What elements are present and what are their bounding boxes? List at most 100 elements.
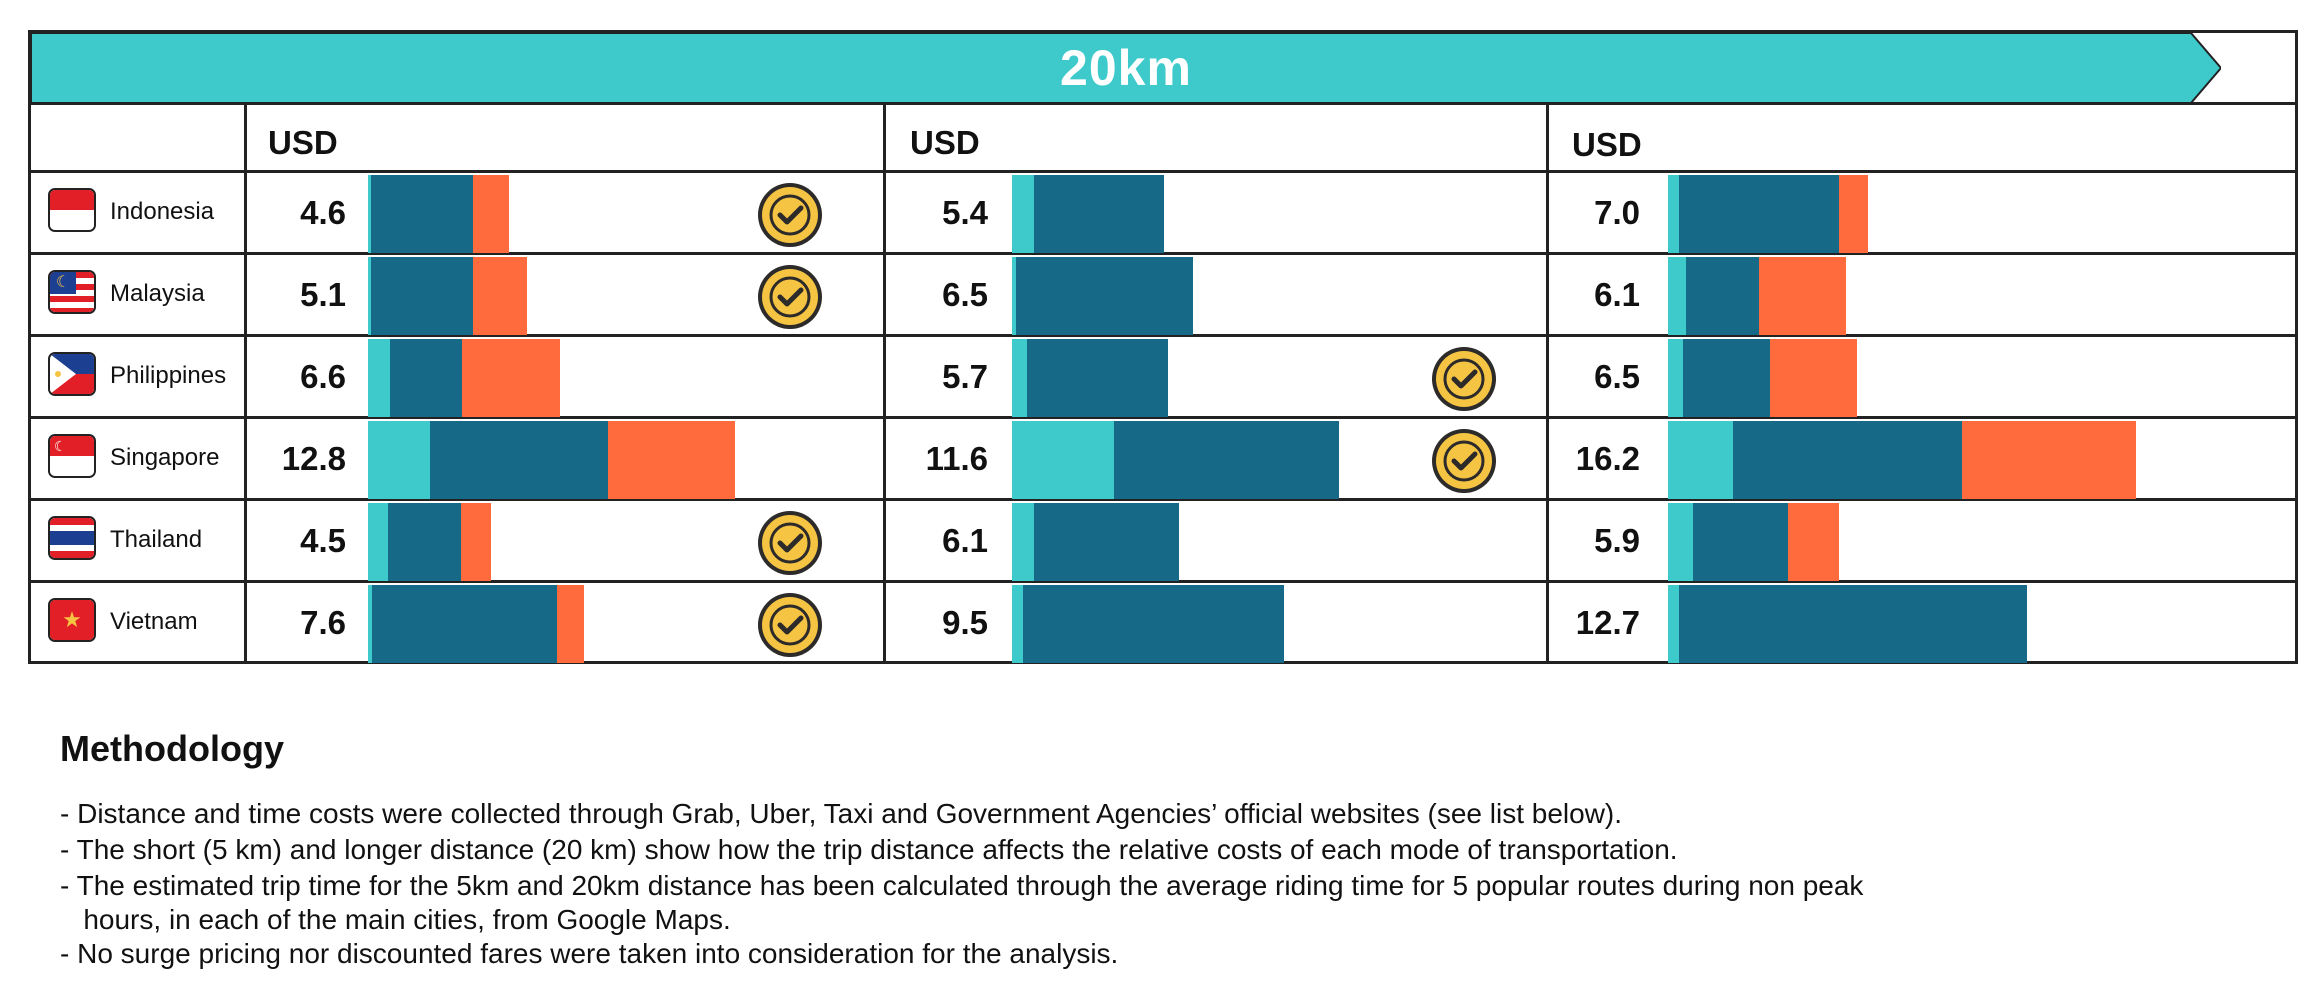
bar-segment (1693, 503, 1788, 581)
bar-segment (1033, 175, 1165, 253)
checkmark-coin-icon (758, 593, 822, 657)
country-label-philippines: Philippines (110, 362, 227, 389)
total-value-label: 6.5 (942, 276, 988, 313)
total-value-label: 6.1 (942, 522, 988, 559)
total-value-label: 6.1 (1594, 276, 1640, 313)
bar-segment (1769, 339, 1857, 417)
bar-segment (1012, 339, 1027, 417)
thailand-flag-icon (48, 516, 96, 560)
methodology-line-2: - The short (5 km) and longer distance (… (60, 834, 1678, 865)
country-label-vietnam: Vietnam (110, 608, 198, 635)
total-value-label: 6.6 (300, 358, 346, 395)
panel-1-currency-label: USD (268, 124, 338, 161)
flag-star: ★ (50, 600, 94, 640)
grid-line (244, 102, 247, 664)
country-label-singapore: Singapore (110, 444, 220, 471)
singapore-flag-icon: ☾ (48, 434, 96, 478)
total-value-label: 5.7 (942, 358, 988, 395)
total-value-label: 12.7 (1575, 604, 1640, 641)
bar-segment (462, 339, 561, 417)
bar-segment (387, 503, 461, 581)
country-label-thailand: Thailand (110, 526, 203, 553)
country-label-malaysia: Malaysia (110, 280, 205, 307)
total-value-label: 4.6 (300, 194, 346, 231)
bar-segment (1787, 503, 1839, 581)
bar-segment (370, 175, 473, 253)
indonesia-flag-icon (48, 188, 96, 232)
bar-segment (429, 421, 608, 499)
bar-segment (460, 503, 492, 581)
bar-segment (472, 257, 527, 335)
vietnam-flag-icon: ★ (48, 598, 96, 642)
grid-line (28, 252, 2298, 255)
total-value-label: 5.9 (1594, 522, 1640, 559)
panel-2-currency-label: USD (910, 124, 980, 161)
flag-stripe (50, 518, 94, 558)
bar-segment (607, 421, 735, 499)
title-banner-arrow (31, 33, 2221, 103)
bar-segment (1962, 421, 2137, 499)
grid-line (1546, 102, 1549, 664)
bar-segment (1838, 175, 1868, 253)
title-banner (31, 33, 2221, 103)
bar-segment (556, 585, 584, 663)
bar-segment (1668, 339, 1683, 417)
methodology-line-3: - The estimated trip time for the 5km an… (60, 870, 1864, 901)
bar-segment (1022, 585, 1285, 663)
total-value-label: 6.5 (1594, 358, 1640, 395)
bar-segment (472, 175, 509, 253)
bar-segment (1733, 421, 1962, 499)
bar-segment (1033, 503, 1179, 581)
bar-segment (1113, 421, 1339, 499)
bar-segment (1012, 421, 1114, 499)
flag-stripe (50, 210, 94, 230)
flag-stripe (50, 456, 94, 476)
total-value-label: 11.6 (925, 440, 988, 477)
flag-canton: ☾ (50, 272, 76, 294)
grid-line (28, 498, 2298, 501)
bar-segment (368, 585, 372, 663)
total-value-label: 5.4 (942, 194, 988, 231)
methodology-line-4: hours, in each of the main cities, from … (60, 904, 731, 935)
total-value-label: 16.2 (1575, 440, 1640, 477)
bar-segment (1012, 175, 1034, 253)
bar-segment (1668, 503, 1694, 581)
grid-line (28, 580, 2298, 583)
bar-segment (1686, 257, 1759, 335)
total-value-label: 12.8 (281, 440, 346, 477)
total-value-label: 9.5 (942, 604, 988, 641)
bar-segment (368, 503, 388, 581)
bar-segment (1678, 585, 2028, 663)
grid-line (28, 102, 2298, 105)
bar-segment (389, 339, 463, 417)
checkmark-coin-icon (1432, 429, 1496, 493)
flag-triangle (50, 354, 76, 394)
methodology-heading: Methodology (60, 728, 284, 769)
grid-line (28, 416, 2298, 419)
bar-segment (368, 339, 390, 417)
bar-segment (1026, 339, 1169, 417)
bar-segment (1012, 585, 1023, 663)
bar-segment (1668, 175, 1679, 253)
chart-title: 20km (1060, 40, 1192, 96)
malaysia-flag-icon: ☾ (48, 270, 96, 314)
philippines-flag-icon (48, 352, 96, 396)
grid-line (883, 102, 886, 664)
bar-segment (1682, 339, 1770, 417)
total-value-label: 7.0 (1594, 194, 1640, 231)
panel-3-currency-label: USD (1572, 126, 1642, 163)
bar-segment (368, 257, 371, 335)
country-label-indonesia: Indonesia (110, 198, 215, 225)
bar-segment (1678, 175, 1839, 253)
total-value-label: 5.1 (300, 276, 346, 313)
total-value-label: 7.6 (300, 604, 346, 641)
bar-segment (1668, 257, 1687, 335)
bar-segment (1758, 257, 1846, 335)
flag-stripe (50, 190, 94, 210)
bar-segment (1012, 503, 1034, 581)
methodology-line-5: - No surge pricing nor discounted fares … (60, 938, 1119, 969)
grid-line (28, 334, 2298, 337)
bar-segment (368, 421, 430, 499)
flag-stripe: ☾ (50, 436, 94, 456)
bar-segment (1015, 257, 1194, 335)
